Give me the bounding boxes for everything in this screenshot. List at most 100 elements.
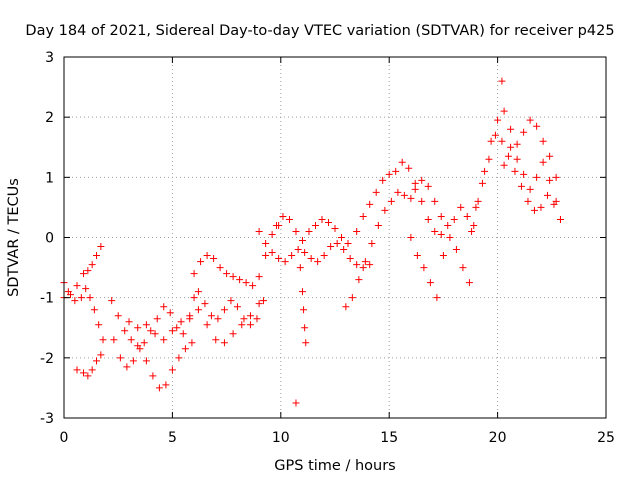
data-point (216, 264, 224, 272)
data-point (114, 312, 122, 320)
data-point (93, 357, 101, 365)
data-point (494, 116, 502, 124)
data-point (437, 230, 445, 238)
data-point (238, 321, 246, 329)
series-track-g (190, 221, 283, 290)
data-point (498, 137, 506, 145)
data-point (240, 315, 248, 323)
data-point (285, 215, 293, 223)
data-point (353, 261, 361, 269)
y-tick-label: 3 (45, 50, 54, 66)
y-tick-label: -3 (40, 411, 54, 427)
data-point (246, 321, 254, 329)
data-point (500, 161, 508, 169)
data-point (294, 246, 302, 254)
data-point (366, 200, 374, 208)
data-point (99, 336, 107, 344)
data-point (93, 252, 101, 260)
data-point (110, 336, 118, 344)
data-point (95, 321, 103, 329)
data-point (77, 294, 85, 302)
data-point (64, 288, 72, 296)
data-point (539, 137, 547, 145)
data-point (80, 270, 88, 278)
data-point (539, 158, 547, 166)
data-point (348, 294, 356, 302)
data-point (342, 303, 350, 311)
data-point (472, 203, 480, 211)
data-point (134, 324, 142, 332)
data-point (413, 252, 421, 260)
data-point (418, 176, 426, 184)
chart-title: Day 184 of 2021, Sidereal Day-to-day VTE… (25, 23, 614, 39)
data-point (140, 339, 148, 347)
data-point (491, 131, 499, 139)
data-point (71, 297, 79, 305)
data-point (116, 354, 124, 362)
data-point (468, 227, 476, 235)
data-point (136, 345, 144, 353)
data-point (379, 176, 387, 184)
data-point (411, 179, 419, 187)
data-point (446, 234, 454, 241)
data-point (220, 306, 228, 314)
data-point (121, 327, 129, 335)
series-track-f (125, 300, 263, 347)
data-point (411, 185, 419, 193)
data-point (90, 306, 98, 314)
data-point (229, 330, 237, 338)
data-point (450, 215, 458, 223)
data-point (359, 264, 367, 272)
data-point (331, 224, 339, 232)
data-point (366, 261, 374, 269)
data-point (394, 188, 402, 196)
data-point (324, 218, 332, 226)
data-point (353, 227, 361, 235)
data-point (253, 315, 261, 323)
data-point (255, 300, 263, 308)
data-point (311, 221, 319, 229)
data-point (268, 230, 276, 238)
data-point (73, 366, 81, 374)
data-point (97, 351, 105, 359)
series-track-d (108, 294, 198, 350)
data-point (398, 158, 406, 166)
data-point (470, 221, 478, 229)
data-point (520, 128, 528, 136)
series-track-n (411, 176, 478, 229)
data-point (73, 282, 81, 290)
data-point (381, 206, 389, 214)
data-point (147, 327, 155, 335)
data-point (301, 249, 309, 257)
data-point (142, 357, 150, 365)
data-point (220, 339, 228, 347)
data-point (431, 227, 439, 235)
data-point (407, 234, 415, 241)
data-point (166, 309, 174, 317)
data-point (149, 372, 157, 380)
data-point (173, 324, 181, 332)
data-point (431, 197, 439, 205)
data-point (300, 306, 308, 314)
data-point (84, 267, 92, 275)
data-point (543, 191, 551, 199)
data-point (288, 252, 296, 260)
data-point (108, 297, 116, 305)
data-point (123, 363, 131, 371)
data-point (387, 197, 395, 205)
data-point (275, 255, 283, 263)
data-point (259, 297, 267, 305)
data-point (385, 170, 393, 178)
data-point (186, 312, 194, 320)
data-point (507, 143, 515, 151)
data-point (153, 315, 161, 323)
data-point (292, 227, 300, 235)
data-point (320, 252, 328, 260)
data-point (318, 215, 326, 223)
series-outliers (292, 77, 506, 407)
data-point (481, 167, 489, 175)
data-point (424, 182, 432, 190)
data-point (374, 221, 382, 229)
data-point (298, 237, 306, 245)
data-point (194, 306, 202, 314)
